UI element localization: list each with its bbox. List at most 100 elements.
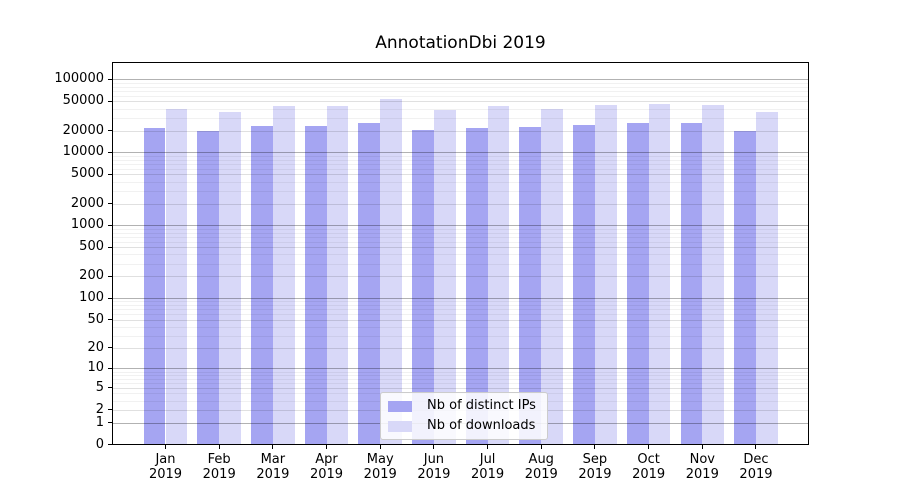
gridline-20 — [113, 347, 808, 349]
x-tick-mar — [272, 445, 274, 449]
gridline-9 — [113, 371, 808, 373]
x-tick-nov — [701, 445, 703, 449]
x-tick-jun — [433, 445, 435, 449]
gridline-8 — [113, 374, 808, 376]
y-tick-label-500: 500 — [79, 239, 104, 255]
bar-distinct-ips-oct — [626, 123, 649, 445]
gridline-50000 — [113, 101, 808, 103]
bar-distinct-ips-jan — [143, 127, 166, 445]
bar-distinct-ips-nov — [680, 123, 703, 445]
y-tick-1 — [108, 422, 112, 424]
gridline-40 — [113, 326, 808, 328]
gridline-30 — [113, 335, 808, 337]
x-tick-may — [379, 445, 381, 449]
gridline-6000 — [113, 168, 808, 170]
y-tick-label-200: 200 — [79, 268, 104, 284]
bar-distinct-ips-dec — [734, 130, 756, 445]
legend-entry-distinct-ips: Nb of distinct IPs — [388, 398, 536, 414]
legend-entry-downloads: Nb of downloads — [388, 418, 536, 434]
y-tick-label-50000: 50000 — [62, 93, 104, 109]
bar-downloads-jul — [487, 105, 510, 445]
x-tick-month: Aug — [528, 452, 554, 467]
y-tick-2 — [108, 409, 112, 411]
gridline-7000 — [113, 163, 808, 165]
legend-swatch-distinct-ips — [388, 400, 412, 412]
gridline-10 — [113, 368, 808, 370]
x-tick-year: 2019 — [256, 467, 290, 482]
x-tick-year: 2019 — [685, 467, 719, 482]
y-tick-20 — [108, 347, 112, 349]
x-tick-month: Feb — [207, 452, 231, 467]
x-tick-month: Nov — [689, 452, 715, 467]
legend-label-downloads: Nb of downloads — [427, 418, 536, 433]
bar-downloads-dec — [755, 112, 778, 445]
x-tick-feb — [218, 445, 220, 449]
gridline-30000 — [113, 117, 808, 119]
y-tick-label-2000: 2000 — [70, 195, 104, 211]
gridline-8000 — [113, 159, 808, 161]
y-tick-50000 — [108, 100, 112, 102]
gridline-5000 — [113, 174, 808, 176]
y-tick-20000 — [108, 130, 112, 132]
bar-downloads-may — [380, 99, 403, 445]
y-tick-label-2: 2 — [95, 401, 104, 417]
y-tick-50 — [108, 319, 112, 321]
x-tick-label-dec: Dec 2019 — [726, 452, 786, 482]
gridline-900 — [113, 228, 808, 230]
y-tick-5 — [108, 387, 112, 389]
x-tick-label-sep: Sep 2019 — [565, 452, 625, 482]
x-tick-label-aug: Aug 2019 — [511, 452, 571, 482]
gridline-6 — [113, 382, 808, 384]
y-tick-2000 — [108, 203, 112, 204]
gridline-3000 — [113, 190, 808, 192]
gridline-5 — [113, 387, 808, 389]
y-tick-5000 — [108, 173, 112, 175]
bar-distinct-ips-apr — [304, 126, 327, 445]
x-tick-sep — [594, 445, 596, 449]
x-tick-label-mar: Mar 2019 — [243, 452, 303, 482]
gridline-50 — [113, 319, 808, 321]
gridline-600 — [113, 241, 808, 243]
gridline-80000 — [113, 86, 808, 88]
bar-distinct-ips-may — [358, 123, 381, 445]
x-tick-month: Sep — [582, 452, 608, 467]
y-tick-100 — [108, 297, 112, 299]
y-tick-label-1000: 1000 — [70, 217, 104, 233]
x-tick-month: Jul — [479, 452, 496, 467]
y-tick-label-100: 100 — [79, 290, 104, 306]
gridline-300 — [113, 263, 808, 265]
gridline-200 — [113, 276, 808, 278]
gridline-7 — [113, 378, 808, 380]
x-tick-year: 2019 — [363, 467, 397, 482]
bar-downloads-aug — [541, 108, 564, 445]
y-tick-10000 — [108, 151, 112, 153]
gridline-60 — [113, 314, 808, 316]
x-tick-year: 2019 — [739, 467, 773, 482]
gridline-1000 — [113, 225, 808, 227]
gridline-90 — [113, 301, 808, 303]
x-tick-year: 2019 — [148, 467, 183, 482]
gridline-60000 — [113, 95, 808, 97]
y-tick-label-5: 5 — [95, 379, 104, 395]
y-tick-500 — [108, 246, 112, 248]
x-tick-jul — [487, 445, 489, 449]
y-tick-label-10000: 10000 — [62, 144, 104, 160]
x-tick-label-jan: Jan 2019 — [136, 452, 196, 482]
gridline-80 — [113, 305, 808, 307]
legend-label-distinct-ips: Nb of distinct IPs — [427, 398, 536, 413]
y-tick-label-1: 1 — [95, 414, 104, 430]
gridline-400 — [113, 254, 808, 256]
x-tick-month: Apr — [315, 452, 338, 467]
bar-downloads-jan — [165, 108, 188, 445]
gridline-9000 — [113, 155, 808, 157]
bar-downloads-apr — [326, 105, 349, 445]
y-tick-0 — [108, 444, 112, 445]
gridline-100000 — [113, 79, 808, 81]
x-tick-apr — [326, 445, 328, 449]
bar-downloads-sep — [594, 105, 617, 445]
gridline-100 — [113, 298, 808, 300]
y-tick-1000 — [108, 224, 112, 226]
gridline-10000 — [113, 152, 808, 154]
y-tick-label-5000: 5000 — [70, 166, 104, 182]
